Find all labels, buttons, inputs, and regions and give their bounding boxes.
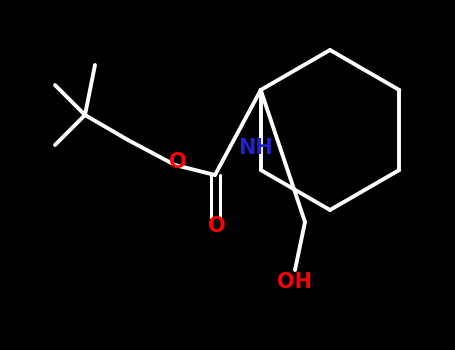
Text: O: O — [169, 152, 187, 172]
Text: OH: OH — [278, 272, 313, 292]
Text: NH: NH — [238, 138, 273, 158]
Text: O: O — [208, 216, 226, 236]
